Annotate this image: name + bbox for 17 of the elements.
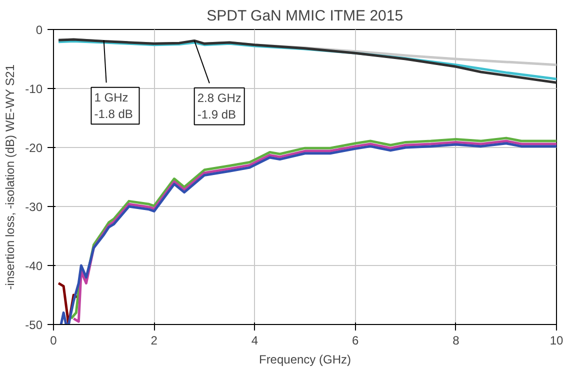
x-tick-label: 6 <box>352 334 359 348</box>
y-axis-title: -insertion loss, -isolation (dB) WE-WY S21 <box>3 64 18 290</box>
x-tick-label: 2 <box>150 334 158 348</box>
y-tick-label: -20 <box>25 141 43 155</box>
annotation: 1 GHz -1.8 dB <box>94 90 133 122</box>
annotation: 2.8 GHz -1.9 dB <box>197 90 242 122</box>
y-tick-label: -40 <box>25 259 43 273</box>
y-tick-label: -10 <box>25 82 43 96</box>
x-axis-title: Frequency (GHz) <box>258 352 352 366</box>
x-tick-label: 4 <box>251 334 258 348</box>
y-tick-label: -50 <box>25 318 43 332</box>
x-tick-label: 10 <box>550 334 564 348</box>
chart-title: SPDT GaN MMIC ITME 2015 <box>206 8 404 24</box>
y-tick-label: 0 <box>36 23 43 37</box>
x-tick-label: 8 <box>452 334 460 348</box>
y-tick-label: -30 <box>25 200 43 214</box>
x-tick-label: 0 <box>50 334 58 348</box>
